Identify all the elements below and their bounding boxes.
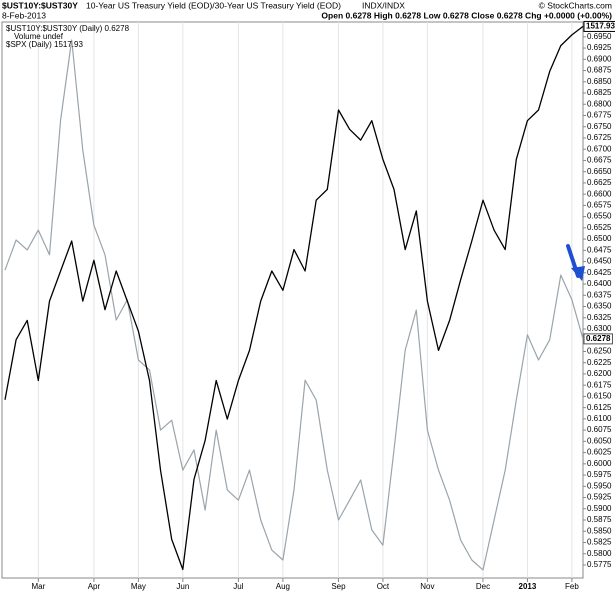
y-tick-label: 0.6625 (587, 178, 612, 187)
chart-title: $UST10Y:$UST30Y (2, 0, 78, 10)
y-tick-label: 0.6050 (587, 436, 612, 445)
y-tick-label: 0.6100 (587, 414, 612, 423)
y-tick-label: 0.6425 (587, 268, 612, 277)
x-tick-label: Nov (420, 582, 434, 591)
x-tick-label: Oct (377, 582, 390, 591)
exchange: INDX/INDX (362, 0, 405, 10)
plot-frame (1, 21, 584, 579)
y-tick-label: 0.6400 (587, 279, 612, 288)
y-tick-label: 0.6850 (587, 77, 612, 86)
y-tick-label: 0.6450 (587, 257, 612, 266)
y-tick-label: 0.6650 (587, 167, 612, 176)
quote: Open 0.6278 High 0.6278 Low 0.6278 Close… (321, 10, 612, 20)
y-tick-label: 0.6825 (587, 88, 612, 97)
series-line (4, 39, 584, 571)
y-tick-label: 0.6800 (587, 99, 612, 108)
y-tick-label: 0.6125 (587, 403, 612, 412)
y-tick-label: 0.6775 (587, 111, 612, 120)
y-tick-label: 0.5950 (587, 481, 612, 490)
y-tick-label: 0.6575 (587, 200, 612, 209)
volume-note: Volume undef (14, 32, 64, 41)
y-tick-label: 0.6500 (587, 234, 612, 243)
x-tick-label: Dec (476, 582, 490, 591)
last-value-label: 1517.93 (586, 22, 615, 31)
x-tick-label: Feb (565, 582, 579, 591)
y-tick-label: 0.5875 (587, 515, 612, 524)
x-tick-label: May (131, 582, 146, 591)
y-tick-label: 0.5800 (587, 549, 612, 558)
y-tick-label: 0.6600 (587, 189, 612, 198)
last-value-box (583, 333, 613, 345)
last-value-box (583, 20, 615, 32)
y-tick-label: 0.6075 (587, 425, 612, 434)
y-tick-label: 0.6925 (587, 43, 612, 52)
x-tick-label: Jul (233, 582, 243, 591)
credit: © StockCharts.com (539, 0, 612, 10)
y-tick-label: 0.6725 (587, 133, 612, 142)
y-tick-label: 0.6525 (587, 223, 612, 232)
x-tick-label: Jun (176, 582, 189, 591)
y-tick-label: 0.5825 (587, 538, 612, 547)
y-tick-label: 0.6325 (587, 313, 612, 322)
y-tick-label: 0.5900 (587, 504, 612, 513)
y-tick-label: 0.6950 (587, 32, 612, 41)
grid (37, 22, 586, 582)
y-tick-label: 0.6750 (587, 122, 612, 131)
y-tick-label: 0.6000 (587, 459, 612, 468)
y-tick-label: 0.6375 (587, 290, 612, 299)
legend-entry: $SPX (Daily) 1517.93 (6, 40, 83, 49)
lines (4, 25, 584, 571)
y-tick-label: 0.6025 (587, 448, 612, 457)
y-tick-label: 0.6225 (587, 358, 612, 367)
annotation-arrow (566, 244, 585, 281)
last-value-label: 0.6278 (586, 334, 611, 343)
y-tick-label: 0.6475 (587, 245, 612, 254)
x-tick-label: Apr (88, 582, 101, 591)
chart-subtitle: 10-Year US Treasury Yield (EOD)/30-Year … (86, 0, 341, 10)
x-tick-label: Aug (276, 582, 290, 591)
y-tick-label: 0.6550 (587, 212, 612, 221)
y-tick-label: 0.5850 (587, 526, 612, 535)
y-tick-label: 0.6350 (587, 302, 612, 311)
y-tick-label: 0.6300 (587, 324, 612, 333)
legend-entry: $UST10Y:$UST30Y (Daily) 0.6278 (6, 24, 130, 33)
x-tick-label: Mar (31, 582, 45, 591)
x-tick-label: Sep (331, 582, 346, 591)
y-tick-label: 0.5775 (587, 560, 612, 569)
x-tick-label: 2013 (519, 582, 537, 591)
y-tick-label: 0.5925 (587, 493, 612, 502)
series-line (4, 25, 584, 571)
y-tick-label: 0.6150 (587, 392, 612, 401)
y-tick-label: 0.6900 (587, 54, 612, 63)
y-tick-label: 0.6875 (587, 66, 612, 75)
y-tick-label: 0.6675 (587, 156, 612, 165)
y-tick-label: 0.6700 (587, 144, 612, 153)
y-tick-label: 0.6200 (587, 369, 612, 378)
date: 8-Feb-2013 (2, 10, 46, 20)
y-tick-label: 0.6250 (587, 347, 612, 356)
y-tick-label: 0.5975 (587, 470, 612, 479)
y-tick-label: 0.6175 (587, 380, 612, 389)
arrow-head (571, 266, 585, 281)
